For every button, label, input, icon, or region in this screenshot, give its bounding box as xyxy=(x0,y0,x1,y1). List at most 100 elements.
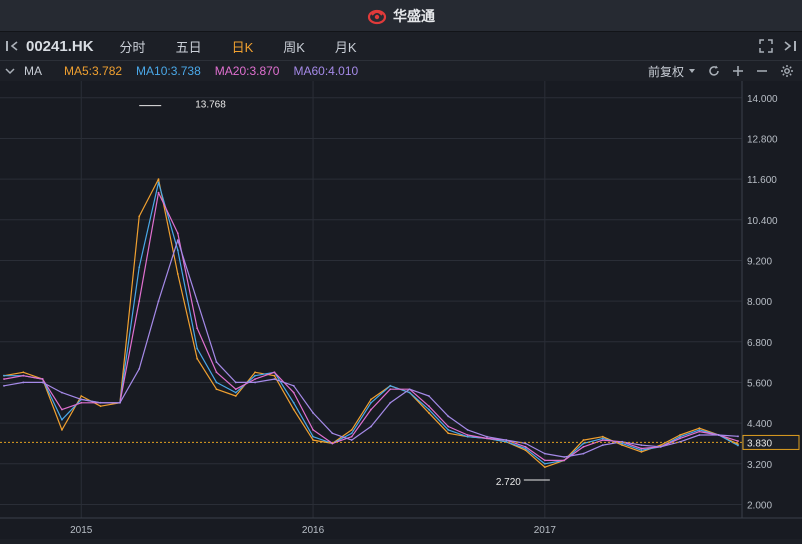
adjust-select[interactable]: 前复权 xyxy=(647,64,684,79)
data-point-ma60 xyxy=(466,428,469,431)
x-tick-label: 2015 xyxy=(70,525,93,536)
data-point-ma60 xyxy=(601,444,604,447)
data-point-ma5 xyxy=(543,466,546,469)
low-label: 2.720 xyxy=(496,477,521,488)
data-point-ma10 xyxy=(408,391,411,394)
data-point-ma20 xyxy=(234,388,237,391)
data-point-ma60 xyxy=(698,434,701,436)
data-point-ma10 xyxy=(447,428,450,431)
data-point-ma10 xyxy=(176,249,179,252)
data-point-ma5 xyxy=(196,357,199,360)
app-logo: 华盛通 xyxy=(367,6,435,26)
data-point-ma60 xyxy=(22,381,25,384)
data-point-ma5 xyxy=(312,439,314,441)
data-point-ma60 xyxy=(3,384,5,387)
data-point-ma10 xyxy=(679,435,681,438)
fullscreen-icon[interactable] xyxy=(754,32,778,60)
data-point-ma60 xyxy=(428,395,430,397)
high-label: 13.768 xyxy=(195,100,226,111)
y-tick-label: 14.000 xyxy=(747,94,778,105)
data-point-ma5 xyxy=(370,398,372,401)
data-point-ma60 xyxy=(543,452,546,455)
stock-symbol: 00241.HK xyxy=(26,37,94,55)
data-point-ma20 xyxy=(698,430,701,433)
refresh-icon[interactable] xyxy=(708,65,720,77)
data-point-ma20 xyxy=(138,300,141,303)
data-point-ma20 xyxy=(22,374,25,377)
y-tick-label: 10.400 xyxy=(747,216,778,227)
data-point-ma5 xyxy=(350,428,353,431)
data-point-ma5 xyxy=(99,405,102,408)
tab-daily-k[interactable]: 日K xyxy=(231,39,254,55)
data-point-ma20 xyxy=(485,437,488,440)
data-point-ma60 xyxy=(659,445,662,448)
data-point-ma5 xyxy=(254,371,257,374)
data-point-ma10 xyxy=(582,442,585,445)
data-point-ma10 xyxy=(196,347,199,350)
kline-chart[interactable]: 14.000 12.800 11.600 10.400 9.200 8.000 6.800 5… xyxy=(0,81,802,539)
data-point-ma60 xyxy=(350,439,353,441)
adjust-caret-icon[interactable] xyxy=(688,68,696,74)
data-point-ma5 xyxy=(273,374,276,377)
tab-five-day[interactable]: 五日 xyxy=(175,39,202,55)
data-point-ma20 xyxy=(370,408,372,411)
data-point-ma60 xyxy=(234,381,237,384)
data-point-ma20 xyxy=(582,445,585,448)
tab-intraday[interactable]: 分时 xyxy=(119,39,146,55)
data-point-ma10 xyxy=(428,408,430,411)
data-point-ma60 xyxy=(485,435,488,438)
data-point-ma60 xyxy=(292,384,295,387)
y-tick-label: 11.600 xyxy=(747,175,777,186)
data-point-ma5 xyxy=(80,395,83,397)
title-bar: 华盛通 xyxy=(0,0,802,32)
data-point-ma5 xyxy=(234,395,237,397)
data-point-ma20 xyxy=(563,459,566,462)
data-point-ma5 xyxy=(138,215,141,218)
data-point-ma60 xyxy=(582,452,585,455)
data-point-ma10 xyxy=(138,266,141,269)
data-point-ma20 xyxy=(292,391,295,394)
data-point-ma20 xyxy=(601,439,604,441)
toolbar: 00241.HK 分时 五日 日K 周K 月K xyxy=(0,32,802,61)
settings-gear-icon[interactable] xyxy=(780,64,794,78)
ma60-value: MA60:4.010 xyxy=(293,64,359,78)
y-tick-label: 2.000 xyxy=(747,500,772,511)
data-point-ma10 xyxy=(466,435,469,438)
expand-panel-icon[interactable] xyxy=(778,32,802,60)
data-point-ma20 xyxy=(466,434,469,436)
last-price-box xyxy=(742,434,800,450)
data-point-ma60 xyxy=(80,398,83,401)
data-point-ma10 xyxy=(640,449,643,452)
data-point-ma20 xyxy=(196,327,199,330)
data-point-ma60 xyxy=(312,412,314,414)
zoom-in-icon[interactable] xyxy=(732,65,744,77)
app-brand: 华盛通 xyxy=(393,7,435,24)
collapse-sidebar-icon[interactable] xyxy=(0,32,24,60)
data-point-ma60 xyxy=(118,401,121,404)
data-point-ma20 xyxy=(254,378,257,380)
data-point-ma5 xyxy=(292,408,295,411)
data-point-ma60 xyxy=(408,388,411,391)
data-point-ma20 xyxy=(640,447,643,450)
data-point-ma5 xyxy=(524,449,527,452)
tab-weekly-k[interactable]: 周K xyxy=(283,39,305,55)
data-point-ma60 xyxy=(176,239,179,242)
indicator-name[interactable]: MA xyxy=(24,64,42,78)
y-tick-label: 12.800 xyxy=(747,134,778,145)
data-point-ma60 xyxy=(640,444,643,447)
last-price-label: 3.830 xyxy=(747,438,772,449)
y-tick-label: 6.800 xyxy=(747,338,772,349)
data-point-ma10 xyxy=(292,401,295,404)
data-point-ma5 xyxy=(621,444,624,447)
tab-monthly-k[interactable]: 月K xyxy=(334,39,357,55)
data-point-ma60 xyxy=(563,456,566,458)
data-point-ma60 xyxy=(215,361,218,364)
data-point-ma5 xyxy=(679,434,681,436)
data-point-ma60 xyxy=(273,378,276,380)
chevron-down-icon[interactable] xyxy=(2,61,18,81)
zoom-out-icon[interactable] xyxy=(756,65,768,77)
data-point-ma10 xyxy=(61,418,63,421)
data-point-ma20 xyxy=(273,371,276,374)
data-point-ma20 xyxy=(80,401,83,404)
data-point-ma10 xyxy=(254,374,257,377)
